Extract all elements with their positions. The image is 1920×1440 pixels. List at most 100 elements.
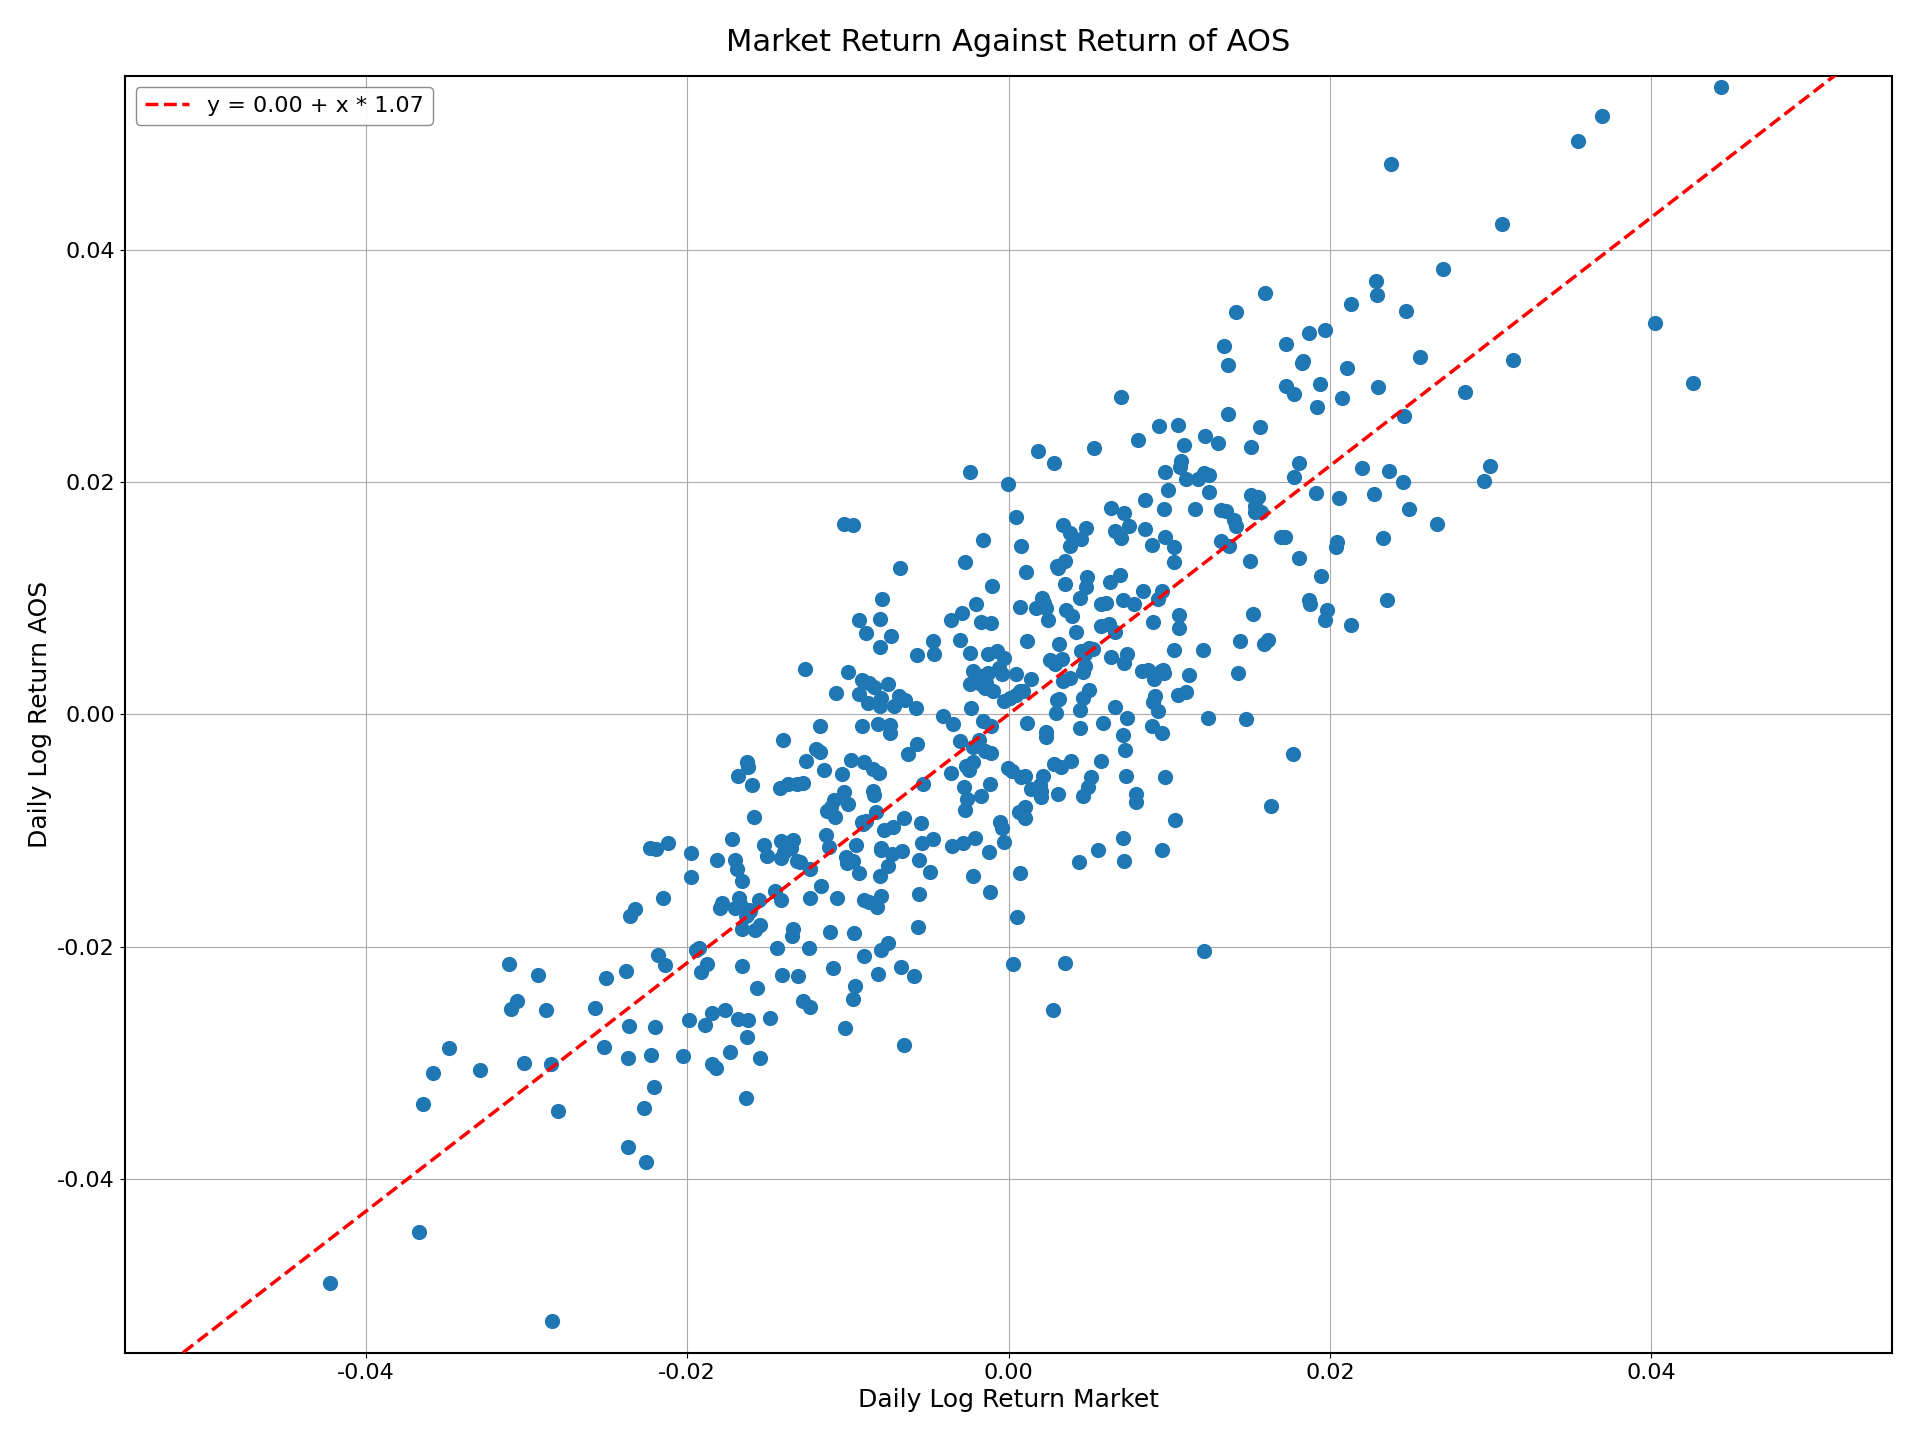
Point [1371,588,1402,611]
Point [954,642,985,665]
Point [1031,720,1062,743]
Point [1108,589,1139,612]
Point [743,888,774,912]
Point [1388,471,1419,494]
Point [735,899,766,922]
Point [1309,318,1340,341]
Point [822,887,852,910]
Point [839,922,870,945]
Point [866,694,897,717]
Point [893,743,924,766]
Point [1064,717,1094,740]
Point [866,588,897,611]
Point [958,660,989,683]
Point [831,851,862,874]
Point [1150,461,1181,484]
Point [614,1014,645,1037]
Point [952,759,983,782]
Point [795,996,826,1020]
Point [1279,465,1309,488]
Point [841,834,872,857]
Point [1188,461,1219,484]
Point [989,831,1020,854]
Point [1046,648,1077,671]
Point [828,780,858,804]
Point [1137,611,1167,634]
Point [793,937,824,960]
Point [766,847,797,870]
Point [1006,766,1037,789]
Point [829,1017,860,1040]
Point [1302,395,1332,418]
Point [787,772,818,795]
Point [1039,652,1069,675]
Point [883,684,914,707]
Point [643,943,674,966]
Point [1068,661,1098,684]
Point [611,959,641,982]
Point [1221,514,1252,537]
Point [1094,612,1125,635]
Point [981,639,1012,662]
Point [1283,547,1313,570]
Point [1043,782,1073,805]
Point [973,841,1004,864]
Point [977,575,1008,598]
Point [1164,616,1194,639]
Point [1056,521,1087,544]
Point [1117,592,1148,615]
Point [774,772,804,795]
Point [837,850,868,873]
Point [920,642,950,665]
Point [1121,791,1152,814]
Point [1142,415,1173,438]
Point [1004,595,1035,618]
Point [1192,707,1223,730]
Point [785,850,816,873]
Point [668,1044,699,1067]
Point [877,842,908,865]
Point [1108,827,1139,850]
Point [1160,639,1190,662]
Point [1150,766,1181,789]
Point [1123,428,1154,451]
Point [1004,861,1035,884]
Point [1158,536,1188,559]
Point [975,742,1006,765]
Point [732,1087,762,1110]
Point [1294,321,1325,344]
Point [1031,726,1062,749]
Point [862,713,893,736]
Point [973,880,1004,903]
Point [1002,906,1033,929]
Point [902,916,933,939]
Point [937,609,968,632]
Point [973,642,1004,665]
Point [906,831,937,854]
Point [1235,436,1265,459]
Point [1066,698,1096,721]
Point [419,1061,449,1084]
Point [1000,662,1031,685]
Point [1150,526,1181,549]
Point [732,1025,762,1048]
Point [1188,940,1219,963]
Point [1428,258,1459,281]
Point [1043,557,1073,580]
Point [1010,806,1041,829]
Point [1142,588,1173,611]
Point [839,973,870,996]
Point [1296,593,1327,616]
Point [998,952,1029,975]
Point [543,1100,574,1123]
Point [908,772,939,795]
Point [889,688,920,711]
Point [945,629,975,652]
Point [509,1051,540,1074]
Point [620,899,651,922]
Point [837,513,868,536]
Point [1110,739,1140,762]
Point [1363,376,1394,399]
Point [1048,670,1079,693]
Point [847,812,877,835]
